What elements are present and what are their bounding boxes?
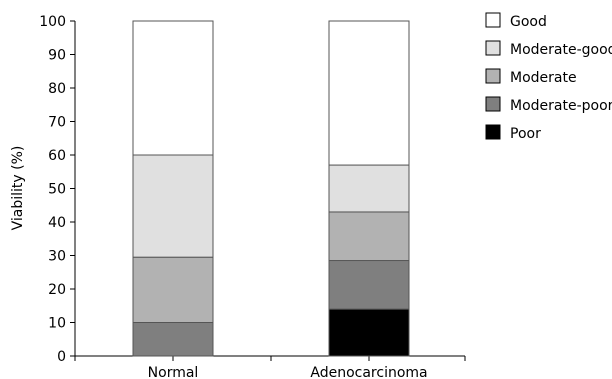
legend-label: Moderate xyxy=(510,70,577,86)
legend-label: Moderate-good xyxy=(510,42,612,58)
legend: Good Moderate-good Moderate Moderate-poor Po… xyxy=(485,12,612,142)
y-tick-label: 70 xyxy=(48,115,66,131)
y-tick-label: 30 xyxy=(48,249,66,265)
y-tick-label: 40 xyxy=(48,215,66,231)
y-tick-label: 60 xyxy=(48,148,66,164)
bar-segment-moderate-poor xyxy=(132,322,214,357)
legend-swatch xyxy=(485,12,501,28)
y-tick-label: 50 xyxy=(48,182,66,198)
bar-segment-poor xyxy=(328,308,410,357)
bar-segment-moderate-good xyxy=(132,154,214,258)
bar-segment-moderate xyxy=(328,211,410,262)
y-tick-label: 10 xyxy=(48,316,66,332)
bar-segment-good xyxy=(132,20,214,156)
y-tick-label: 90 xyxy=(48,48,66,64)
y-tick-label: 0 xyxy=(57,349,66,365)
y-tick-label: 100 xyxy=(39,14,66,30)
y-axis-title: Viability (%) xyxy=(10,146,26,231)
legend-swatch xyxy=(485,68,501,84)
bar-segment-good xyxy=(328,20,410,166)
bar-segment-moderate xyxy=(132,256,214,323)
x-category-label: Normal xyxy=(148,365,199,379)
legend-swatch xyxy=(485,124,501,140)
x-category-label: Adenocarcinoma xyxy=(310,365,427,379)
y-tick-label: 20 xyxy=(48,282,66,298)
legend-swatch xyxy=(485,40,501,56)
legend-label: Poor xyxy=(510,126,541,142)
legend-label: Moderate-poor xyxy=(510,98,612,114)
bar-segment-moderate-good xyxy=(328,164,410,213)
bar-segment-moderate-poor xyxy=(328,260,410,310)
legend-swatch xyxy=(485,96,501,112)
y-tick-label: 80 xyxy=(48,81,66,97)
plot-area: 0 10 20 30 40 50 60 70 80 90 100 Normal Adenocarcino… xyxy=(39,14,466,379)
legend-label: Good xyxy=(510,14,547,30)
